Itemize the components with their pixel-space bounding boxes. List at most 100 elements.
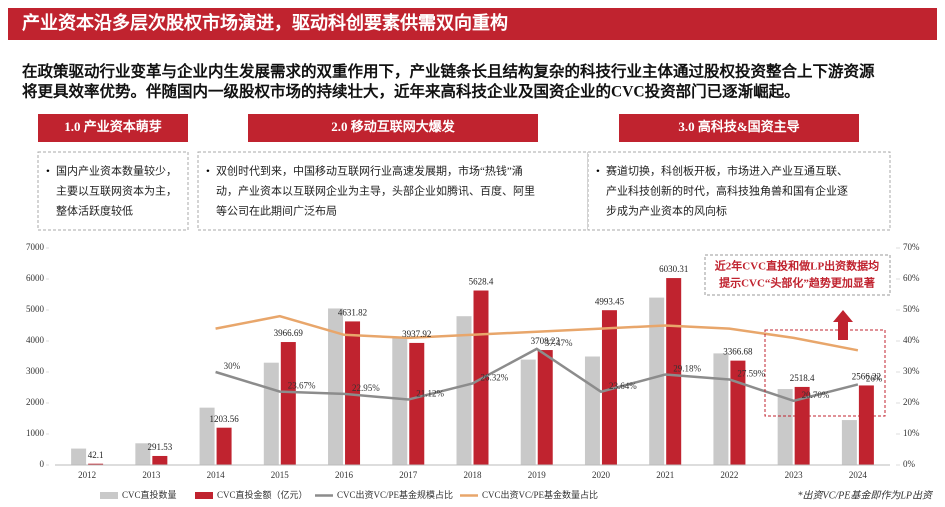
arrow: [833, 310, 853, 340]
phase-line: 整体活跃度较低: [56, 204, 133, 218]
bar: [713, 353, 729, 465]
phase-tab: [38, 114, 188, 142]
annotation: 提示CVC“头部化”趋势更加显著: [719, 276, 875, 290]
data-label: 3708.23: [531, 336, 561, 346]
y-tick-label: 3000: [26, 366, 45, 376]
bullet: •: [596, 166, 600, 178]
annotation: 近2年CVC直投和做LP出资数据均: [715, 259, 879, 273]
phase-line: 国内产业资本数量较少，: [56, 164, 177, 178]
y2-tick-label: 0%: [903, 459, 916, 469]
bar: [730, 360, 746, 465]
data-label: 2566.22: [852, 372, 881, 382]
phase-tab: [619, 114, 859, 142]
bar: [199, 407, 215, 465]
bar: [152, 455, 168, 465]
data-label: 23.64%: [609, 381, 637, 391]
phase-title: 2.0 移动互联网大爆发: [331, 119, 456, 134]
footnote: *出资VC/PE基金即作为LP出资: [798, 489, 934, 501]
x-tick-label: 2019: [528, 470, 547, 480]
y-tick-label: 7000: [26, 242, 45, 252]
bar: [88, 463, 104, 465]
bar: [135, 443, 151, 465]
phase-line: 产业科技创新的时代，高科技独角兽和国有企业逐: [606, 184, 848, 198]
data-label: 4993.45: [595, 296, 625, 306]
y2-tick-label: 30%: [903, 366, 920, 376]
data-label: 3966.69: [274, 328, 304, 338]
phase-line: 主要以互联网资本为主，: [56, 184, 177, 198]
y2-tick-label: 20%: [903, 397, 920, 407]
phase-box: [197, 151, 589, 231]
data-label: 21.12%: [416, 389, 444, 399]
x-tick-label: 2015: [271, 470, 290, 480]
bar: [328, 308, 344, 465]
bar: [601, 310, 617, 465]
phase-line: 动，产业资本以互联网企业为主导，头部企业如腾讯、百度、阿里: [216, 184, 535, 198]
bar: [216, 427, 232, 465]
bar: [520, 359, 536, 465]
phase-tab: [248, 114, 538, 142]
x-tick-label: 2021: [656, 470, 674, 480]
legend-label: CVC出资VC/PE基金规模占比: [337, 489, 453, 500]
bar: [649, 297, 665, 465]
data-label: 20.70%: [802, 390, 830, 400]
x-tick-label: 2016: [335, 470, 354, 480]
y-tick-label: 6000: [26, 273, 45, 283]
y2-tick-label: 60%: [903, 273, 920, 283]
data-label: 6030.31: [659, 264, 688, 274]
intro-line: 在政策驱动行业变革与企业内生发展需求的双重作用下，产业链条长且结构复杂的科技行业…: [22, 62, 875, 81]
line: [215, 314, 859, 352]
phase-box: [37, 151, 189, 231]
data-label: 5628.4: [469, 277, 494, 287]
data-label: 26%: [866, 373, 883, 383]
bar: [345, 321, 361, 465]
phase-title: 1.0 产业资本萌芽: [64, 119, 162, 134]
data-label: 37.47%: [545, 338, 573, 348]
x-tick-label: 2012: [78, 470, 96, 480]
phase-line: 赛道切换，科创板开板，市场进入产业互通互联、: [606, 164, 848, 178]
highlight-box: [764, 329, 886, 417]
phase-line: 步成为产业资本的风向标: [606, 204, 727, 218]
data-label: 3937.92: [402, 329, 431, 339]
intro-line: 将更具效率优势。伴随国内一级股权市场的持续壮大，近年来高科技企业及国资企业的CV…: [22, 82, 800, 101]
bar: [392, 337, 408, 465]
bar: [794, 386, 810, 465]
y2-tick-label: 40%: [903, 335, 920, 345]
bar: [584, 356, 600, 465]
bar: [409, 342, 425, 465]
phase-box: [587, 151, 891, 231]
x-tick-label: 2023: [785, 470, 804, 480]
data-label: 42.1: [88, 450, 104, 460]
bar: [858, 385, 874, 465]
y-tick-label: 5000: [26, 304, 45, 314]
bullet: •: [206, 166, 210, 178]
bar: [841, 420, 857, 465]
slide-title: 产业资本沿多层次股权市场演进，驱动科创要素供需双向重构: [22, 12, 508, 33]
x-tick-label: 2018: [464, 470, 483, 480]
data-label: 291.53: [147, 442, 172, 452]
legend-swatch: [195, 492, 213, 499]
phase-title: 3.0 高科技&国资主导: [678, 119, 799, 134]
data-label: 30%: [224, 361, 241, 371]
data-label: 2518.4: [790, 373, 815, 383]
y-tick-label: 0: [40, 459, 45, 469]
x-tick-label: 2017: [399, 470, 418, 480]
header-bar: [8, 8, 937, 40]
y2-tick-label: 70%: [903, 242, 920, 252]
data-label: 23.67%: [288, 381, 316, 391]
x-tick-label: 2013: [142, 470, 161, 480]
legend-label: CVC直投数量: [122, 489, 177, 500]
phase-line: 等公司在此期间广泛布局: [216, 204, 337, 218]
bar: [537, 350, 553, 465]
legend-swatch: [100, 492, 118, 499]
y-tick-label: 4000: [26, 335, 45, 345]
data-label: 22.95%: [352, 383, 380, 393]
data-label: 29.18%: [673, 364, 701, 374]
y2-tick-label: 50%: [903, 304, 920, 314]
bar: [456, 316, 472, 465]
legend-label: CVC直投金额（亿元）: [217, 489, 308, 500]
x-tick-label: 2022: [720, 470, 738, 480]
y2-tick-label: 10%: [903, 428, 920, 438]
line: [215, 347, 859, 403]
data-label: 26.32%: [481, 372, 509, 382]
